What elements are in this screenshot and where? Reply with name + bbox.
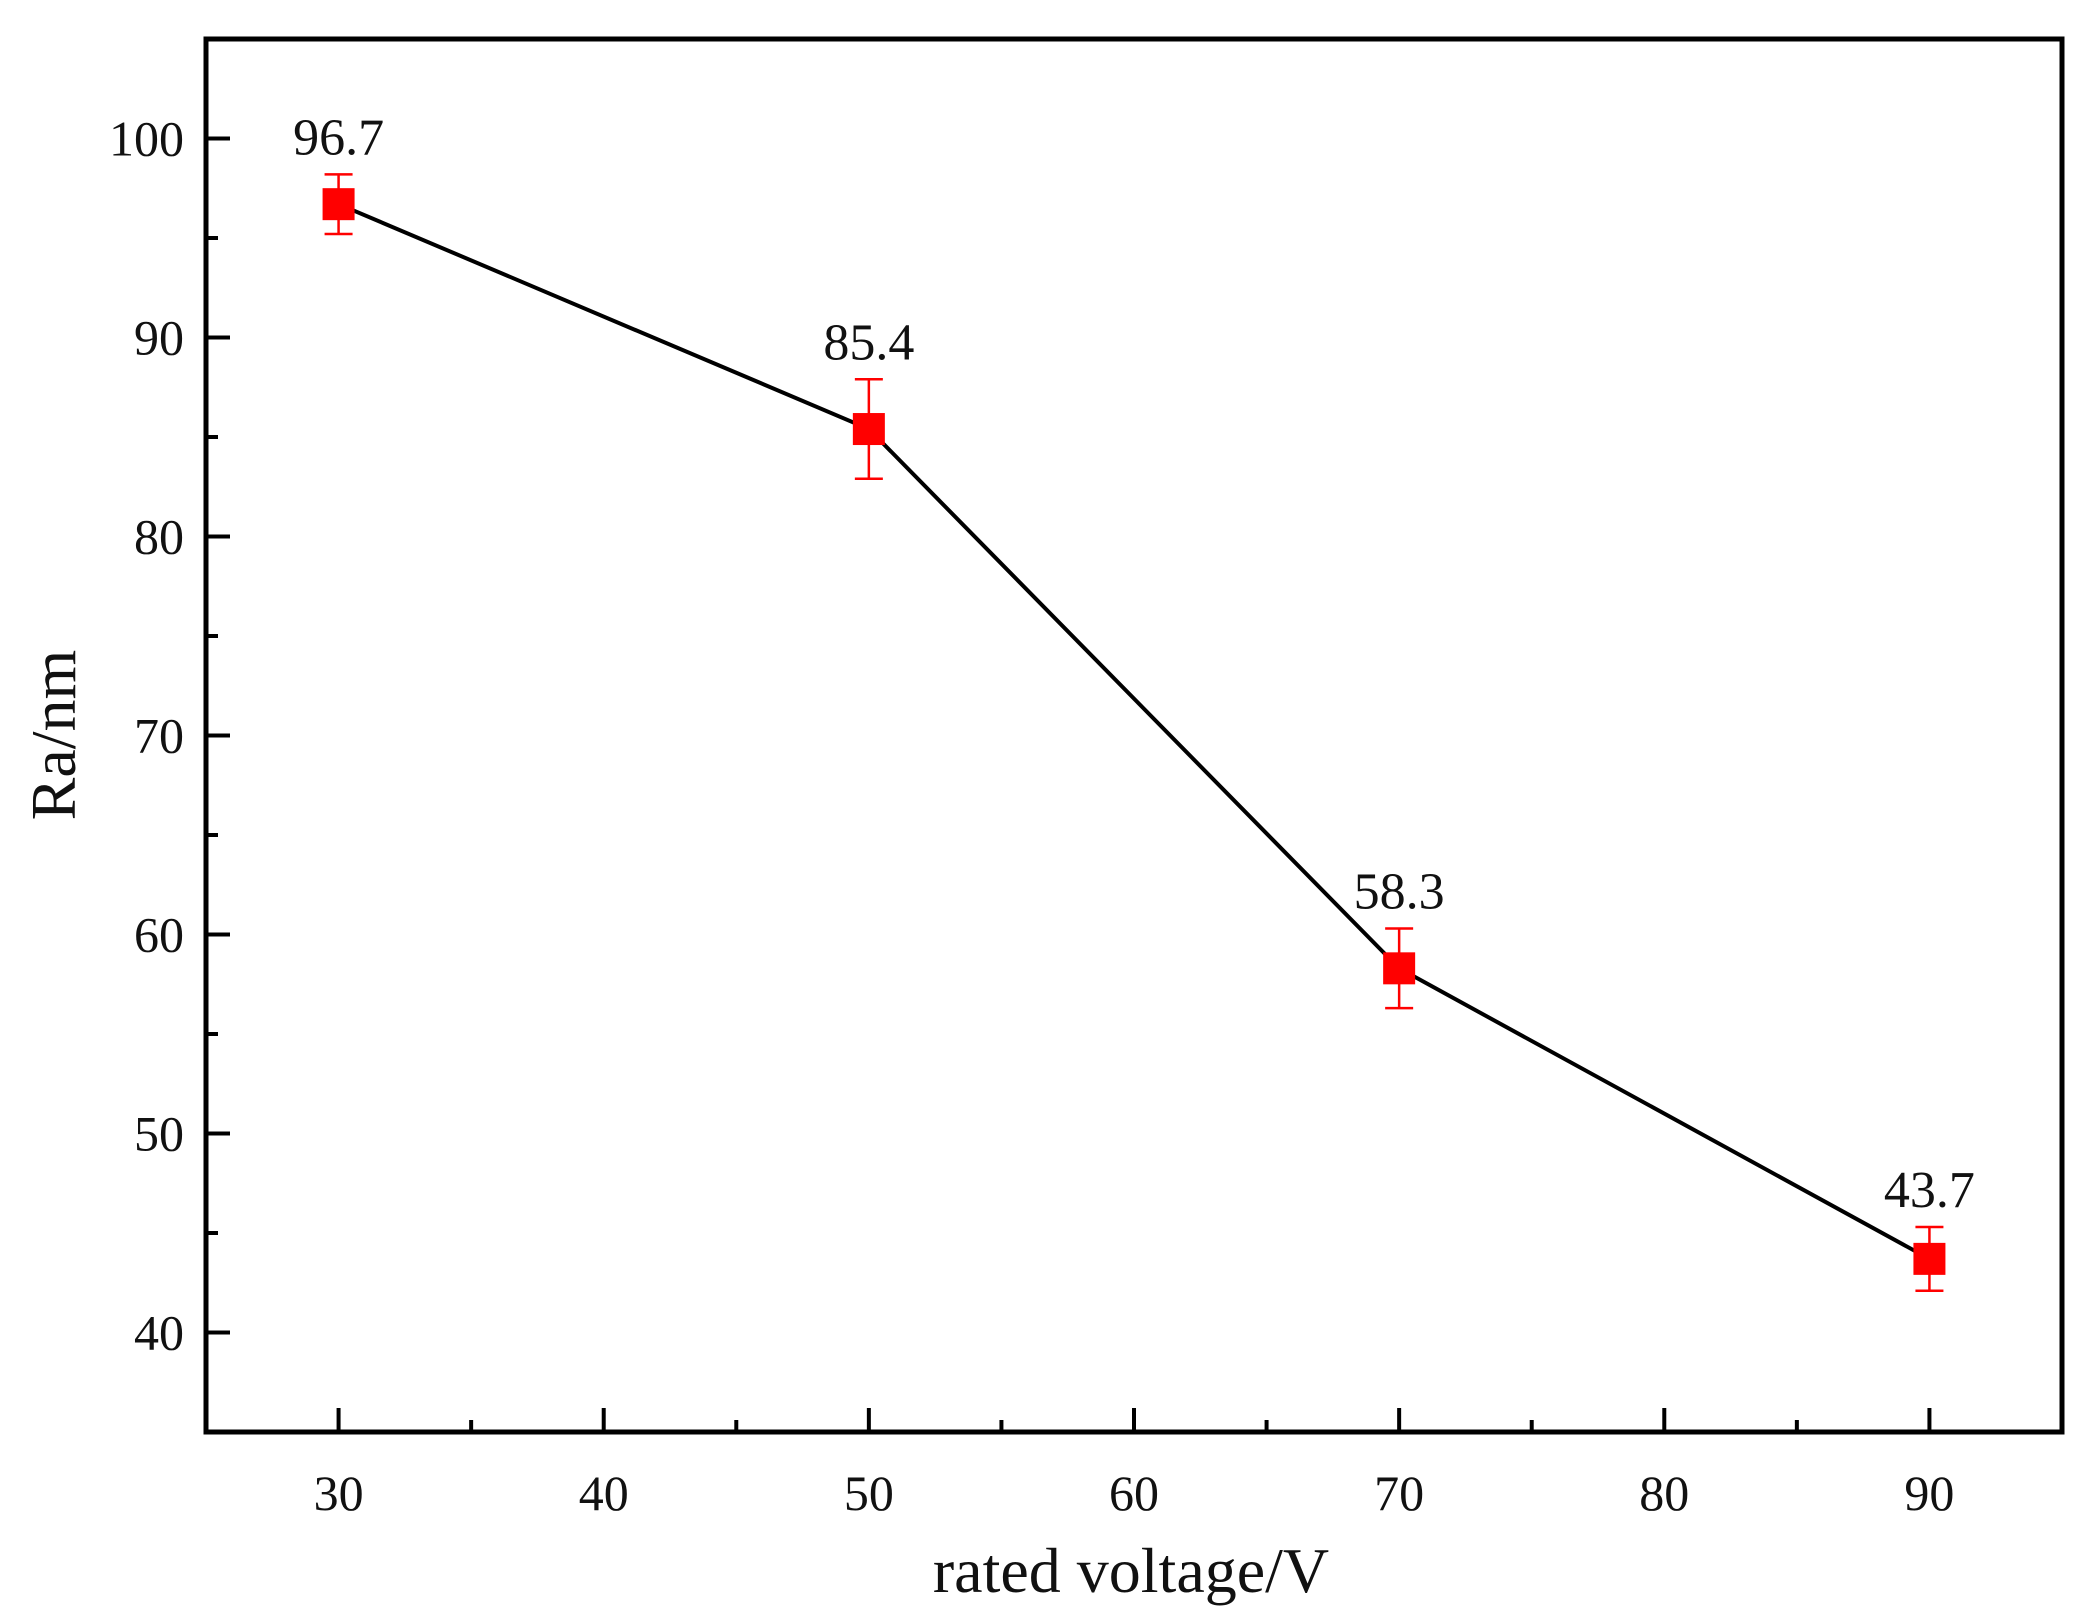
y-tick-label: 90 — [134, 310, 184, 366]
y-tick-label: 50 — [134, 1106, 184, 1162]
data-point-marker — [322, 188, 355, 221]
x-tick-label: 40 — [579, 1465, 629, 1521]
data-point-marker — [852, 413, 885, 446]
data-label: 43.7 — [1884, 1162, 1975, 1219]
tick-marks — [206, 136, 1932, 1432]
y-tick-label: 60 — [134, 907, 184, 963]
x-axis-title: rated voltage/V — [933, 1535, 1329, 1606]
y-axis-title: Ra/nm — [18, 650, 89, 821]
data-point-marker — [1383, 952, 1416, 985]
data-label: 85.4 — [823, 314, 914, 371]
x-tick-label: 50 — [844, 1465, 894, 1521]
data-markers — [322, 188, 1946, 1275]
data-point-marker — [1913, 1242, 1946, 1275]
x-tick-label: 70 — [1374, 1465, 1424, 1521]
x-tick-label: 80 — [1639, 1465, 1689, 1521]
data-label: 58.3 — [1354, 864, 1445, 921]
data-label: 96.7 — [293, 109, 384, 166]
y-tick-label: 80 — [134, 509, 184, 565]
plot-frame — [203, 36, 2065, 1435]
y-tick-label: 40 — [134, 1305, 184, 1361]
error-bars — [324, 173, 1944, 1292]
series-line — [337, 202, 1931, 1261]
x-tick-label: 60 — [1109, 1465, 1159, 1521]
y-tick-label: 70 — [134, 708, 184, 764]
x-tick-label: 30 — [314, 1465, 364, 1521]
tick-labels: 30 40 50 60 70 80 90 40 50 60 70 80 90 100 — [109, 111, 1954, 1522]
data-labels: 96.7 85.4 58.3 43.7 — [293, 109, 1975, 1219]
y-tick-label: 100 — [109, 111, 184, 167]
x-tick-label: 90 — [1904, 1465, 1954, 1521]
